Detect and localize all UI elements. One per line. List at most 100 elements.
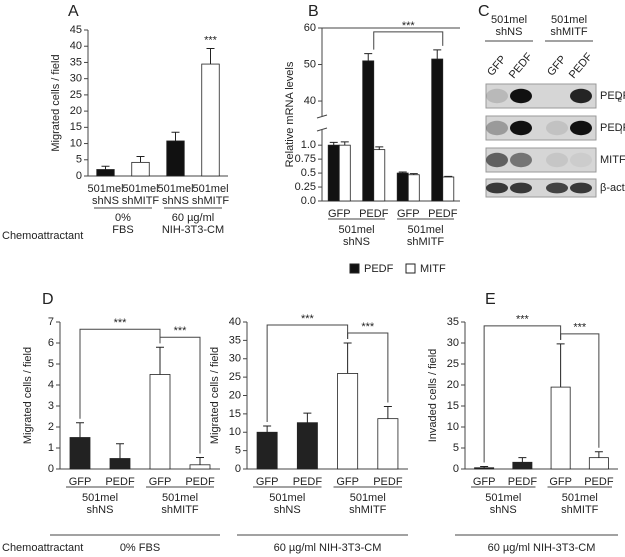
group-label: 501mel shNS [82,492,118,516]
y-tick-label: 40 [70,40,82,52]
significance-bracket [483,325,562,463]
x-tick-label: GFP [256,476,279,488]
error-bar [329,141,338,146]
bar [201,63,220,177]
y-tick-label: 40 [304,95,316,107]
y-tick-label: 20 [447,379,459,391]
y-tick-label: 0.5 [301,167,316,179]
y-tick-label: 1 [48,442,54,454]
group-label: 60 µg/ml NIH-3T3-CM [162,212,224,236]
group-label: 501mel shNS [485,492,521,516]
y-tick-label: 30 [229,353,241,365]
condition-label: 60 µg/ml NIH-3T3-CM [274,542,382,554]
significance: *** [174,325,188,337]
error-bar [303,412,312,423]
blot-band [486,182,508,194]
blot-row-label: PEDF [600,122,625,134]
error-bar [171,131,180,141]
group-label: 501mel shMITF [407,224,445,248]
y-axis-label: Invaded cells / field [427,349,439,443]
bar [337,373,359,470]
significance-bracket [79,328,161,419]
y-tick-label: 2 [48,421,54,433]
bar [327,144,340,202]
condition-label: 60 µg/ml NIH-3T3-CM [488,542,596,554]
error-bar [594,451,603,458]
panel-letter: B [308,3,319,20]
x-tick-label: GFP [149,476,172,488]
y-tick-label: 7 [48,316,54,328]
blot-group: 501mel shMITF [550,14,588,38]
blot-row-label: PEDF [600,90,625,102]
bar [256,431,278,470]
legend-label: MITF [420,263,446,275]
bar [362,60,375,202]
y-axis-label: Relative mRNA levels [284,61,296,167]
y-tick-label: 10 [70,137,82,149]
group-label: 501mel shMITF [561,492,599,516]
y-tick-label: 0.25 [295,181,316,193]
blot-band [570,152,592,168]
x-tick-label: PEDF [293,476,323,488]
y-tick-label: 15 [447,400,459,412]
blot-band [570,88,592,104]
error-bar [101,165,110,170]
bar [377,418,399,470]
significance: *** [402,20,416,32]
y-tick-label: 0.0 [301,195,316,207]
blot-band [510,182,532,194]
axis-break [316,114,328,119]
panel-letter: E [485,291,496,308]
bar [189,464,211,470]
bar [131,161,150,177]
y-tick-label: 0 [453,463,459,475]
y-tick-label: 10 [229,426,241,438]
y-tick-label: 15 [70,121,82,133]
error-bar [409,173,418,175]
y-tick-label: 40 [229,316,241,328]
x-tick-label: 501mel shNS [157,183,193,207]
group-label: 501mel shNS [338,224,374,248]
x-tick-label: PEDF [428,208,458,220]
y-tick-label: 35 [70,56,82,68]
row-label: Chemoattractant [2,542,83,554]
significance-bracket [347,332,389,403]
x-tick-label: PEDF [105,476,135,488]
error-bar [206,47,215,65]
blot-lane: GFP [485,53,509,78]
bar [442,176,455,202]
error-bar [76,422,84,438]
blot-band [486,152,508,168]
y-tick-label: 4 [48,379,54,391]
row-label: Chemoattractant [2,230,83,242]
y-axis-label: Migrated cells / field [50,54,62,151]
legend-swatch [405,263,416,274]
bar [474,467,495,470]
blot-row-label: β-actin [600,182,625,194]
bar [69,437,91,470]
bar [550,386,571,470]
group-label: 501mel shMITF [349,492,387,516]
blot-band [546,120,568,136]
x-tick-label: GFP [328,208,351,220]
y-tick-label: 1.0 [301,139,316,151]
blot-band [486,88,508,104]
blot-lane: PEDF [507,51,535,81]
y-tick-label: 50 [304,58,316,70]
y-tick-label: 5 [76,154,82,166]
y-tick-label: 10 [447,421,459,433]
error-bar [364,53,373,61]
blot-band [510,120,532,136]
y-tick-label: 0.75 [295,153,316,165]
y-tick-label: 5 [48,358,54,370]
y-tick-label: 20 [70,105,82,117]
y-tick-label: 45 [70,24,82,36]
y-tick-label: 5 [453,442,459,454]
error-bar [480,465,489,468]
significance: *** [114,317,128,329]
blot-band [510,152,532,168]
error-bar [136,156,145,163]
y-tick-label: 0 [48,463,54,475]
